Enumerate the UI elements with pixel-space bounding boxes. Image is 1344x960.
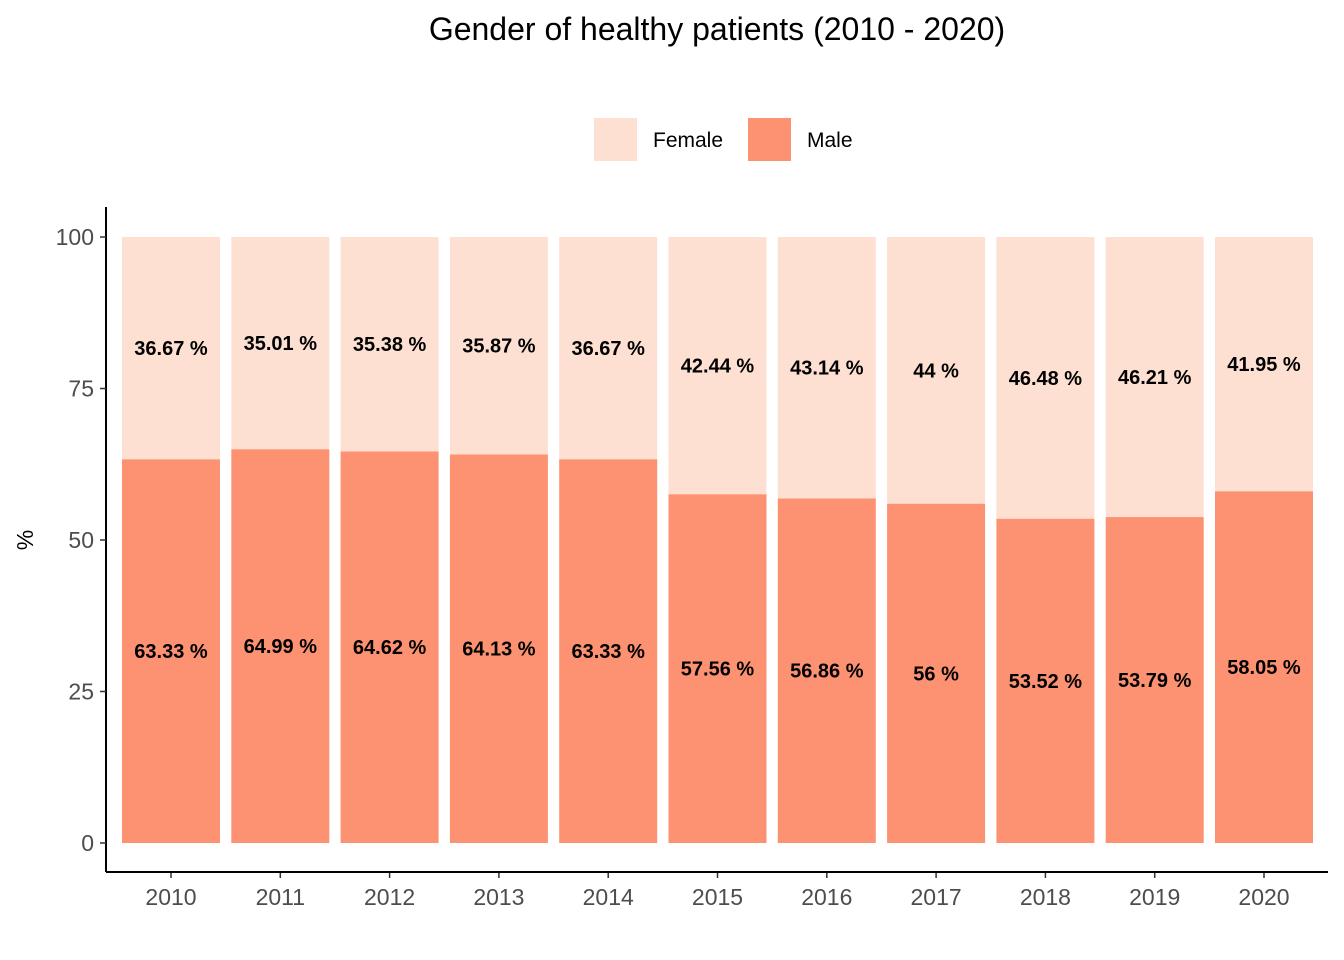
data-label-male-2013: 64.13 % (462, 639, 536, 661)
data-label-male-2015: 57.56 % (681, 659, 755, 681)
bar-female-2015 (668, 237, 767, 495)
x-tick-label-2011: 2011 (256, 884, 305, 910)
bar-female-2020 (1215, 237, 1313, 492)
data-label-female-2019: 46.21 % (1118, 367, 1192, 389)
data-label-male-2017: 56 % (913, 663, 959, 685)
x-tick-label-2019: 2019 (1129, 884, 1180, 910)
bar-female-2014 (559, 237, 658, 460)
data-label-male-2010: 63.33 % (134, 641, 208, 663)
data-label-male-2018: 53.52 % (1009, 671, 1083, 693)
data-label-male-2019: 53.79 % (1118, 670, 1192, 692)
chart-title: Gender of healthy patients (2010 - 2020) (429, 11, 1005, 47)
data-label-female-2015: 42.44 % (681, 356, 755, 378)
bar-male-2013 (449, 454, 548, 843)
x-tick-label-2013: 2013 (473, 884, 524, 910)
y-tick-label-75: 75 (68, 376, 94, 402)
bar-male-2019 (1105, 517, 1204, 843)
data-label-female-2017: 44 % (913, 360, 959, 382)
legend-label-female: Female (653, 129, 723, 152)
bar-male-2014 (559, 459, 658, 843)
bar-female-2010 (122, 237, 220, 460)
legend-key-female (594, 118, 637, 161)
bar-female-2011 (231, 237, 330, 450)
legend: Female Male (594, 118, 853, 161)
data-label-female-2020: 41.95 % (1227, 354, 1301, 376)
x-tick-label-2015: 2015 (692, 884, 743, 910)
bar-male-2015 (668, 494, 767, 843)
data-label-male-2012: 64.62 % (353, 637, 427, 659)
data-label-female-2011: 35.01 % (244, 333, 318, 355)
bar-female-2012 (340, 237, 439, 452)
data-label-female-2014: 36.67 % (572, 338, 646, 360)
y-tick-label-50: 50 (68, 527, 94, 553)
bar-male-2012 (340, 451, 439, 843)
bar-female-2019 (1105, 237, 1204, 518)
bar-female-2018 (996, 237, 1095, 519)
data-label-female-2012: 35.38 % (353, 334, 427, 356)
legend-key-male (748, 118, 791, 161)
bar-male-2018 (996, 518, 1095, 843)
x-tick-label-2014: 2014 (583, 884, 634, 910)
data-label-female-2016: 43.14 % (790, 358, 864, 380)
data-label-male-2011: 64.99 % (244, 636, 318, 658)
bar-male-2010 (122, 459, 220, 843)
x-tick-label-2020: 2020 (1238, 884, 1289, 910)
x-tick-label-2018: 2018 (1020, 884, 1071, 910)
x-tick-label-2010: 2010 (145, 884, 196, 910)
bar-male-2016 (777, 498, 876, 843)
data-label-male-2014: 63.33 % (572, 641, 646, 663)
bar-labels: 63.33 % 36.67 % 64.99 % 35.01 % 64.62 % 35.38… (134, 333, 1301, 693)
axes: 2010 2011 2012 2013 2014 2015 2016 2017 2018 2019… (56, 207, 1328, 910)
data-label-female-2018: 46.48 % (1009, 368, 1083, 390)
x-tick-label-2012: 2012 (364, 884, 415, 910)
bar-male-2017 (887, 503, 986, 843)
bar-female-2016 (777, 237, 876, 499)
y-axis-title: % (12, 530, 38, 550)
data-label-male-2020: 58.05 % (1227, 657, 1301, 679)
bars (122, 237, 1313, 843)
x-tick-label-2017: 2017 (911, 884, 962, 910)
y-tick-label-25: 25 (68, 679, 94, 705)
bar-male-2011 (231, 449, 330, 843)
data-label-male-2016: 56.86 % (790, 661, 864, 683)
bar-male-2020 (1215, 491, 1313, 843)
bar-female-2013 (449, 237, 548, 455)
y-tick-label-100: 100 (56, 224, 94, 250)
legend-label-male: Male (807, 129, 853, 152)
data-label-female-2013: 35.87 % (462, 336, 536, 358)
bar-female-2017 (887, 237, 986, 504)
y-tick-label-0: 0 (81, 830, 94, 856)
data-label-female-2010: 36.67 % (134, 338, 208, 360)
x-tick-label-2016: 2016 (801, 884, 852, 910)
